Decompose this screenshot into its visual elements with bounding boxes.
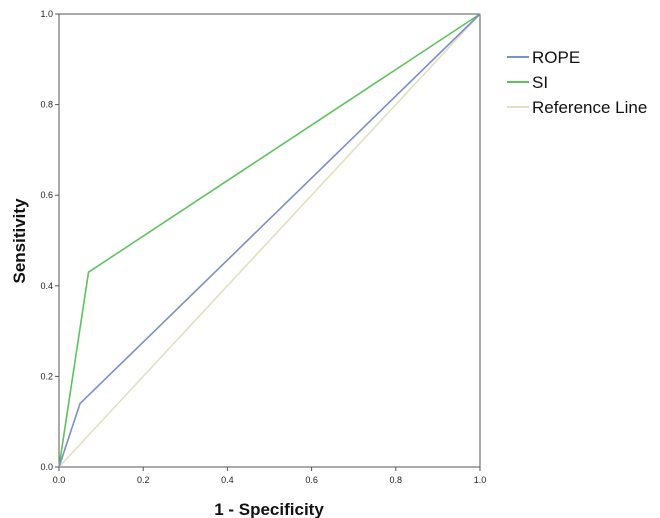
y-tick-label: 0.6 xyxy=(40,190,53,200)
y-tick-label: 0.8 xyxy=(40,100,53,110)
x-tick-label: 0.8 xyxy=(390,475,403,485)
y-axis-title: Sensitivity xyxy=(10,198,29,284)
y-tick-label: 1.0 xyxy=(40,9,53,19)
series-line-reference-line xyxy=(58,13,481,468)
legend-label-si: SI xyxy=(532,73,548,92)
y-tick-label: 0.0 xyxy=(40,462,53,472)
x-tick-label: 0.6 xyxy=(305,475,318,485)
series-line-rope xyxy=(58,13,481,468)
legend-label-reference-line: Reference Line xyxy=(532,98,647,117)
legend-label-rope: ROPE xyxy=(532,48,580,67)
series-line-si xyxy=(58,13,481,468)
x-tick-label: 1.0 xyxy=(474,475,487,485)
y-tick-label: 0.4 xyxy=(40,281,53,291)
x-tick-label: 0.4 xyxy=(221,475,234,485)
y-tick-label: 0.2 xyxy=(40,371,53,381)
legend: ROPE SI Reference Line xyxy=(507,48,647,117)
x-tick-label: 0.2 xyxy=(137,475,150,485)
plot-frame xyxy=(58,13,481,468)
x-tick-label: 0.0 xyxy=(53,475,66,485)
x-axis-title: 1 - Specificity xyxy=(214,500,324,518)
